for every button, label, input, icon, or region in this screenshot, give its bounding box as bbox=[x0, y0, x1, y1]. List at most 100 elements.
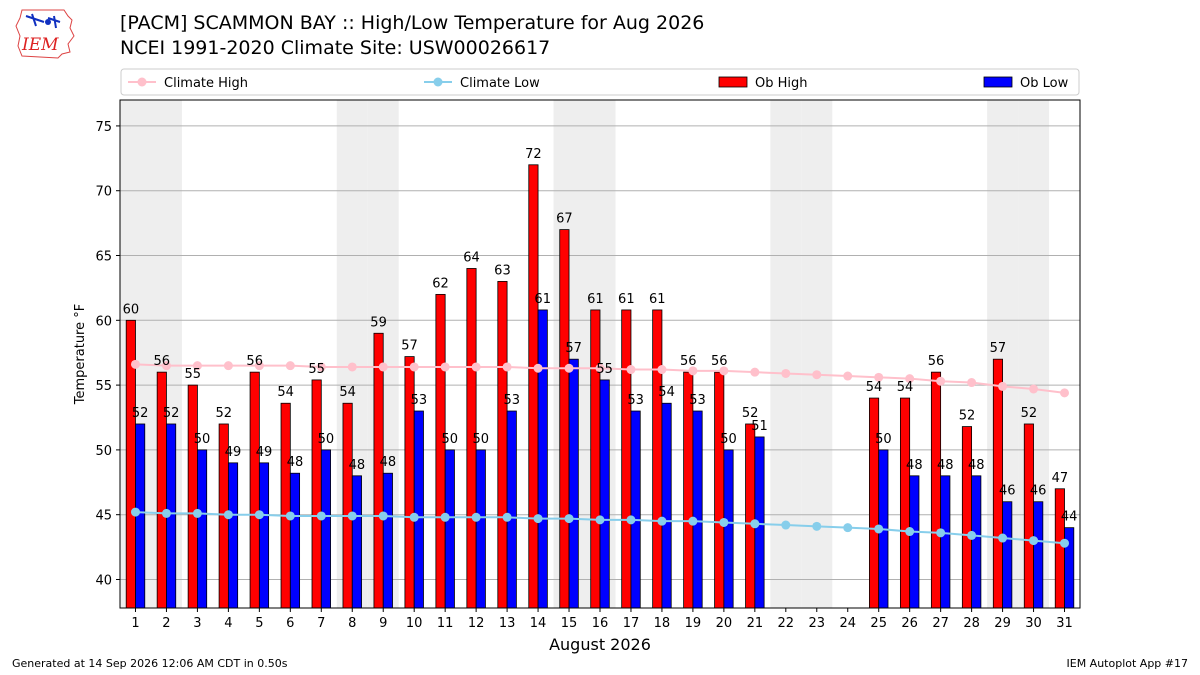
legend-label: Ob High bbox=[755, 76, 808, 91]
legend-swatch bbox=[983, 76, 1013, 88]
ob-high-bar bbox=[373, 332, 384, 609]
ob-low-bar-label: 52 bbox=[163, 406, 180, 421]
ob-high-bar bbox=[590, 309, 601, 609]
x-tick-label: 5 bbox=[255, 616, 263, 631]
ob-low-bar bbox=[320, 449, 331, 609]
ob-low-bar bbox=[444, 449, 455, 609]
x-tick-label: 22 bbox=[778, 616, 795, 631]
ob-high-bar-label: 56 bbox=[711, 354, 728, 369]
climate-low-point bbox=[130, 507, 140, 517]
ob-low-bar bbox=[413, 410, 424, 609]
legend-label: Ob Low bbox=[1020, 76, 1069, 91]
ob-low-bar-label: 54 bbox=[658, 385, 675, 400]
iem-logo: IEM bbox=[15, 9, 75, 59]
ob-high-bar-label: 47 bbox=[1052, 471, 1069, 486]
ob-low-bar-label: 48 bbox=[968, 458, 985, 473]
ob-high-bar bbox=[280, 402, 291, 609]
climate-low-point bbox=[161, 508, 171, 518]
ob-low-bar-label: 46 bbox=[999, 484, 1016, 499]
ob-low-bar bbox=[537, 309, 548, 609]
x-tick-label: 13 bbox=[499, 616, 516, 631]
ob-low-bar bbox=[630, 410, 641, 609]
y-tick-label: 50 bbox=[95, 444, 112, 459]
climate-high-point bbox=[1029, 384, 1039, 394]
climate-low-point bbox=[440, 512, 450, 522]
ob-low-bar-label: 49 bbox=[256, 445, 273, 460]
ob-high-bar-label: 52 bbox=[215, 406, 232, 421]
ob-high-bar bbox=[930, 371, 942, 609]
ob-low-bar-label: 46 bbox=[1030, 484, 1047, 499]
ob-low-bar-label: 53 bbox=[503, 393, 520, 408]
climate-low-point bbox=[502, 512, 512, 522]
x-tick-label: 2 bbox=[162, 616, 170, 631]
climate-high-point bbox=[750, 367, 760, 377]
ob-high-bar-label: 67 bbox=[556, 212, 573, 227]
ob-low-bar bbox=[258, 462, 270, 609]
ob-high-bar-label: 54 bbox=[866, 380, 883, 395]
climate-high-point bbox=[657, 365, 667, 375]
ob-low-bar-label: 48 bbox=[937, 458, 954, 473]
ob-low-bar-label: 48 bbox=[380, 455, 397, 470]
climate-high-point bbox=[781, 368, 791, 378]
ob-high-bar-label: 52 bbox=[959, 409, 976, 424]
climate-low-point bbox=[905, 527, 915, 537]
ob-low-bar-label: 53 bbox=[627, 393, 644, 408]
ob-low-bar-label: 50 bbox=[442, 432, 459, 447]
ob-low-bar-label: 61 bbox=[534, 292, 551, 307]
climate-high-point bbox=[409, 362, 419, 372]
climate-low-point bbox=[285, 511, 295, 521]
x-tick-label: 20 bbox=[716, 616, 733, 631]
climate-high-point bbox=[440, 362, 450, 372]
x-tick-label: 11 bbox=[437, 616, 454, 631]
climate-high-point bbox=[1060, 388, 1070, 398]
climate-low-point bbox=[595, 515, 605, 525]
x-tick-label: 29 bbox=[994, 616, 1011, 631]
x-tick-label: 25 bbox=[870, 616, 887, 631]
ob-high-bar bbox=[745, 423, 756, 609]
ob-high-bar bbox=[961, 426, 973, 609]
ob-high-bar-label: 55 bbox=[185, 367, 202, 382]
climate-high-point bbox=[595, 363, 605, 373]
ob-low-bar-label: 50 bbox=[473, 432, 490, 447]
climate-high-point bbox=[223, 361, 233, 371]
x-tick-label: 12 bbox=[468, 616, 485, 631]
y-tick-label: 40 bbox=[95, 573, 112, 588]
climate-high-point bbox=[130, 359, 140, 369]
ob-high-bar-label: 60 bbox=[123, 302, 140, 317]
ob-low-bar-label: 48 bbox=[906, 458, 923, 473]
climate-high-point bbox=[874, 372, 884, 382]
y-tick-label: 60 bbox=[95, 314, 112, 329]
legend-swatch-marker bbox=[137, 77, 147, 87]
chart-subtitle: NCEI 1991-2020 Climate Site: USW00026617 bbox=[120, 37, 551, 59]
climate-high-point bbox=[316, 362, 326, 372]
ob-high-bar-label: 56 bbox=[680, 354, 697, 369]
ob-high-bar-label: 54 bbox=[277, 385, 294, 400]
chart-title: [PACM] SCAMMON BAY :: High/Low Temperatu… bbox=[120, 12, 705, 34]
ob-low-bar-label: 48 bbox=[287, 455, 304, 470]
x-tick-label: 31 bbox=[1056, 616, 1073, 631]
ob-low-bar-label: 49 bbox=[225, 445, 242, 460]
climate-high-point bbox=[254, 361, 264, 371]
ob-high-bar bbox=[249, 371, 260, 609]
climate-high-point bbox=[905, 374, 915, 384]
ob-high-bar bbox=[652, 309, 663, 609]
ob-high-bar bbox=[497, 281, 508, 609]
ob-high-bar-label: 72 bbox=[525, 147, 542, 162]
ob-high-bar-label: 52 bbox=[1021, 406, 1038, 421]
ob-low-bar bbox=[692, 410, 703, 609]
climate-low-point bbox=[533, 514, 543, 524]
ob-low-bar-label: 50 bbox=[194, 432, 211, 447]
climate-high-point bbox=[285, 361, 295, 371]
climate-high-point bbox=[502, 362, 512, 372]
ob-high-bar-label: 62 bbox=[432, 276, 449, 291]
generated-note: Generated at 14 Sep 2026 12:06 AM CDT in… bbox=[12, 657, 288, 670]
y-axis-label: Temperature °F bbox=[73, 304, 88, 405]
ob-low-bar-label: 50 bbox=[875, 432, 892, 447]
ob-low-bar bbox=[661, 402, 672, 609]
climate-low-point bbox=[1029, 536, 1039, 546]
x-tick-label: 26 bbox=[901, 616, 918, 631]
legend-swatch-marker bbox=[433, 77, 443, 87]
x-tick-label: 15 bbox=[561, 616, 578, 631]
x-tick-label: 10 bbox=[406, 616, 423, 631]
